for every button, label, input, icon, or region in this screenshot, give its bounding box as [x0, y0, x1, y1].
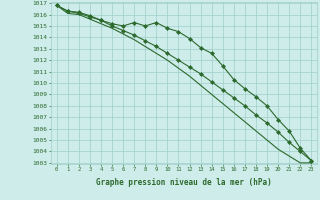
X-axis label: Graphe pression niveau de la mer (hPa): Graphe pression niveau de la mer (hPa) [96, 178, 272, 187]
